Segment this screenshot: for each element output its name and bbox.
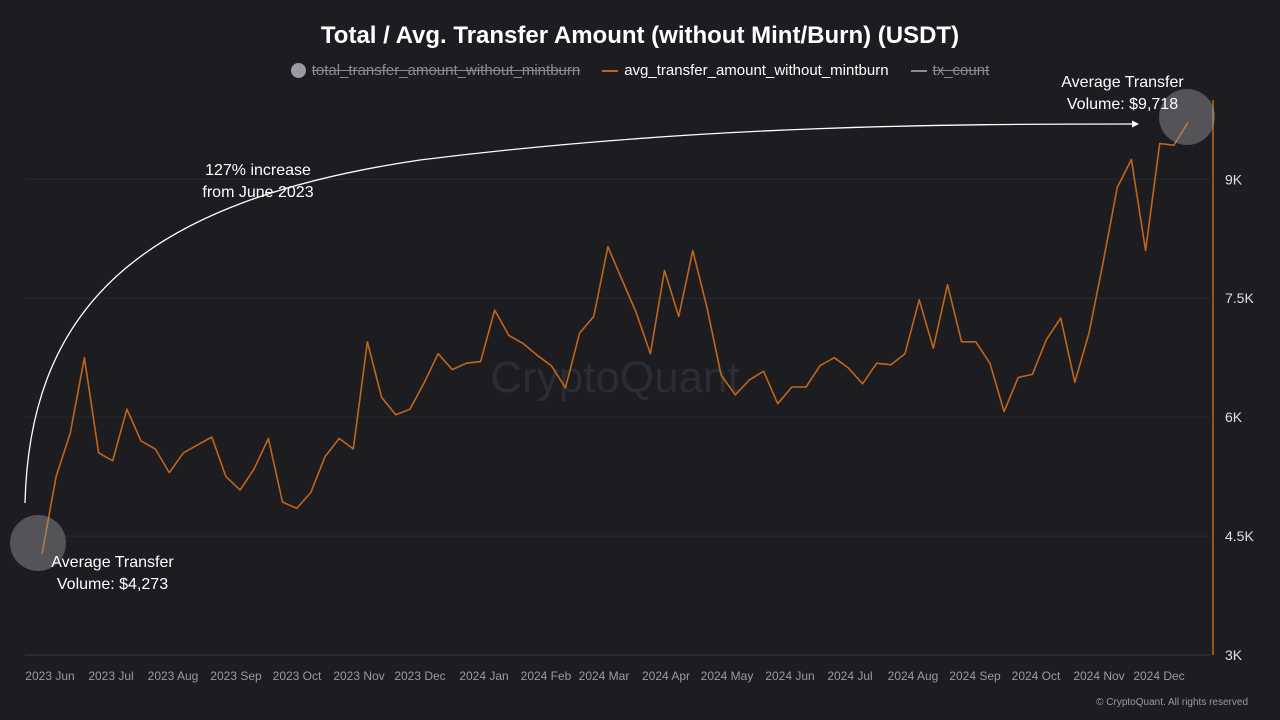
- chart-title: Total / Avg. Transfer Amount (without Mi…: [320, 22, 960, 49]
- legend-item-total-transfer[interactable]: total_transfer_amount_without_mintburn: [290, 62, 581, 79]
- y-tick-label: 7.5K: [1225, 290, 1254, 306]
- legend-line-icon: [602, 69, 619, 72]
- x-tick-label: 2023 Jun: [25, 669, 74, 683]
- increase-annotation-line1: 127% increase: [205, 162, 311, 179]
- start-annotation: Average Transfer Volume: $4,273: [30, 552, 195, 596]
- x-tick-label: 2023 Oct: [273, 669, 322, 683]
- x-tick-label: 2024 Feb: [521, 669, 572, 683]
- end-highlight-circle: [1159, 89, 1215, 145]
- x-tick-label: 2024 Oct: [1012, 669, 1061, 683]
- start-highlight-circle: [10, 515, 66, 571]
- copyright-footer: © CryptoQuant. All rights reserved: [1096, 697, 1248, 708]
- start-annotation-line2: Volume: $4,273: [56, 576, 169, 593]
- x-tick-label: 2023 Nov: [333, 669, 384, 683]
- x-tick-label: 2024 Sep: [949, 669, 1001, 683]
- start-annotation-line1: Average Transfer: [51, 554, 174, 571]
- x-tick-label: 2024 Jun: [765, 669, 814, 683]
- y-tick-label: 9K: [1225, 171, 1243, 187]
- arrow-head-icon: [1132, 120, 1139, 128]
- x-tick-label: 2023 Dec: [394, 669, 445, 683]
- y-tick-label: 6K: [1225, 409, 1243, 425]
- legend-label: tx_count: [932, 62, 990, 79]
- x-tick-label: 2024 May: [701, 669, 754, 683]
- end-annotation-line2: Volume: $9,718: [1066, 96, 1179, 113]
- x-tick-label: 2024 Apr: [642, 669, 690, 683]
- increase-annotation: 127% increase from June 2023: [178, 160, 338, 204]
- x-tick-label: 2024 Dec: [1133, 669, 1184, 683]
- legend-item-avg-transfer[interactable]: avg_transfer_amount_without_mintburn: [602, 62, 889, 79]
- x-tick-label: 2024 Jul: [827, 669, 872, 683]
- increase-arrow-curve: [24, 123, 1136, 504]
- end-annotation-line1: Average Transfer: [1061, 74, 1184, 91]
- x-tick-label: 2024 Nov: [1073, 669, 1124, 683]
- y-tick-label: 3K: [1225, 647, 1243, 663]
- watermark: CryptoQuant: [490, 353, 739, 402]
- x-tick-label: 2024 Mar: [579, 669, 630, 683]
- legend-dot-icon: [290, 63, 306, 78]
- legend-item-tx-count[interactable]: tx_count: [910, 62, 990, 79]
- legend-line-icon: [910, 69, 927, 72]
- x-tick-label: 2024 Jan: [459, 669, 508, 683]
- end-annotation: Average Transfer Volume: $9,718: [1040, 72, 1205, 116]
- increase-annotation-line2: from June 2023: [202, 184, 314, 201]
- x-tick-label: 2023 Jul: [88, 669, 133, 683]
- legend: total_transfer_amount_without_mintburn a…: [0, 62, 1280, 79]
- x-tick-label: 2023 Aug: [148, 669, 199, 683]
- legend-label: avg_transfer_amount_without_mintburn: [624, 62, 889, 79]
- legend-label: total_transfer_amount_without_mintburn: [311, 62, 581, 79]
- y-tick-label: 4.5K: [1225, 528, 1254, 544]
- x-tick-label: 2023 Sep: [210, 669, 262, 683]
- avg-transfer-series-line: [41, 121, 1189, 555]
- x-tick-label: 2024 Aug: [888, 669, 939, 683]
